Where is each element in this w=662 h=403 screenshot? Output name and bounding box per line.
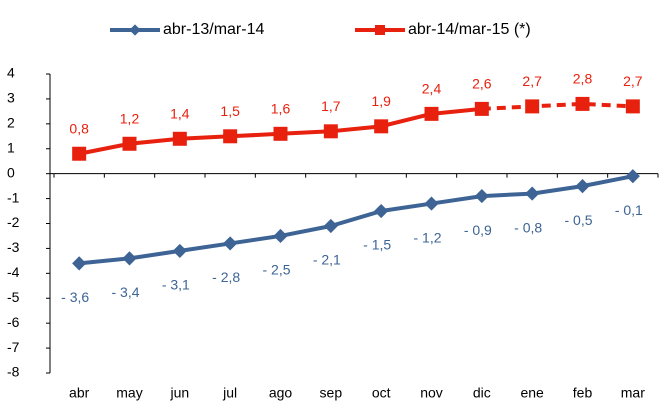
data-label: - 0,1: [615, 202, 643, 218]
x-tick-label: jul: [222, 385, 237, 401]
y-tick-label: -7: [7, 339, 20, 355]
x-tick-label: jun: [169, 385, 189, 401]
series-line-dashed: [481, 101, 633, 111]
data-label: - 1,5: [363, 237, 391, 253]
data-label: 2,7: [623, 73, 643, 89]
data-label: - 2,1: [313, 252, 341, 268]
data-label: 1,6: [271, 101, 291, 117]
data-label: 1,9: [371, 93, 391, 109]
data-label: - 2,5: [262, 262, 290, 278]
data-label: 2,8: [573, 71, 593, 87]
marker: [424, 196, 439, 211]
x-tick-label: mar: [621, 385, 645, 401]
marker: [474, 189, 489, 204]
y-tick-label: 3: [7, 90, 15, 106]
marker: [223, 129, 238, 144]
x-tick-label: abr: [69, 385, 90, 401]
legend-label: abr-13/mar-14: [163, 21, 264, 38]
x-tick-label: oct: [372, 385, 391, 401]
y-tick-label: -3: [7, 239, 20, 255]
x-tick-label: nov: [420, 385, 443, 401]
y-tick-label: -5: [7, 289, 20, 305]
marker: [323, 124, 338, 139]
marker: [424, 106, 439, 121]
y-tick-label: -2: [7, 214, 20, 230]
y-tick-label: -1: [7, 189, 20, 205]
marker: [525, 186, 540, 201]
data-label: 1,4: [170, 105, 190, 121]
x-tick-label: feb: [573, 385, 593, 401]
marker: [625, 169, 640, 184]
x-tick-label: sep: [320, 385, 343, 401]
series-line: [78, 174, 634, 266]
data-label: - 0,8: [514, 219, 542, 235]
data-label: - 3,4: [111, 284, 139, 300]
marker: [374, 119, 389, 134]
data-label: 1,7: [321, 98, 341, 114]
marker: [474, 101, 489, 116]
y-tick-label: -4: [7, 264, 20, 280]
y-tick-label: 4: [7, 65, 15, 81]
data-label: 1,5: [220, 103, 240, 119]
x-tick-label: dic: [473, 385, 491, 401]
data-label: - 3,1: [162, 277, 190, 293]
marker: [172, 243, 187, 258]
marker: [374, 203, 389, 219]
data-label: 2,7: [522, 73, 542, 89]
legend-label: abr-14/mar-15 (*): [408, 21, 531, 38]
marker: [273, 126, 288, 141]
data-label: 2,6: [472, 76, 492, 92]
marker: [223, 236, 238, 251]
legend-marker: [375, 25, 385, 35]
marker: [525, 99, 540, 114]
marker: [122, 251, 137, 266]
y-tick-label: 2: [7, 115, 15, 131]
data-label: - 1,2: [413, 229, 441, 245]
marker: [72, 146, 87, 161]
data-label: - 2,8: [212, 269, 240, 285]
marker: [172, 131, 187, 146]
y-tick-label: 0: [7, 164, 15, 180]
marker: [575, 96, 590, 111]
x-tick-label: may: [116, 385, 142, 401]
data-label: - 0,9: [464, 222, 492, 238]
marker: [625, 99, 640, 114]
marker: [323, 218, 338, 234]
x-tick-label: ago: [269, 385, 293, 401]
marker: [72, 256, 87, 271]
y-tick-label: -6: [7, 314, 20, 330]
data-label: - 3,6: [61, 289, 89, 305]
data-label: 1,2: [120, 110, 140, 126]
y-tick-label: 1: [7, 139, 15, 155]
y-tick-label: -8: [7, 364, 20, 380]
data-label: - 0,5: [564, 212, 592, 228]
data-label: 2,4: [422, 81, 442, 97]
legend-marker: [129, 24, 141, 36]
marker: [273, 228, 288, 244]
x-tick-label: ene: [520, 385, 544, 401]
data-label: 0,8: [69, 120, 89, 136]
marker: [575, 179, 590, 194]
marker: [122, 136, 137, 151]
